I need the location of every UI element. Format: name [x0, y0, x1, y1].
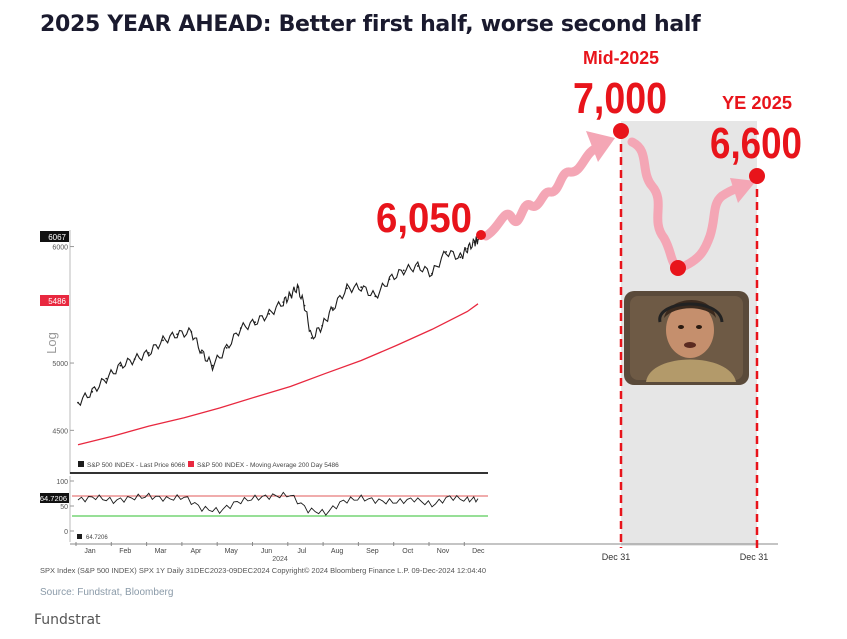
price-point: [388, 278, 391, 281]
price-point: [459, 256, 462, 259]
price-line: [77, 236, 479, 407]
rsi-legend-label: 64.7206: [86, 535, 108, 541]
path-drop-to-low: [627, 137, 683, 273]
callout-mid-2025-label: Mid-2025: [583, 48, 659, 68]
rsi-tag: 64.7206: [40, 494, 67, 503]
price-point: [289, 294, 292, 297]
x-tick-label-May: May: [225, 548, 239, 555]
x-tick-label-Sep: Sep: [366, 548, 379, 555]
ma200-line: [77, 303, 479, 446]
rsi-tick-label-100: 100: [56, 479, 68, 486]
price-point: [332, 307, 334, 309]
price-point: [211, 364, 214, 367]
price-point: [431, 272, 433, 275]
dec31-label-ye: Dec 31: [740, 552, 769, 562]
path-rise-to-ye-2025: [675, 183, 743, 273]
inset-photo: [624, 291, 749, 385]
price-point: [176, 333, 179, 336]
x-tick-label-Apr: Apr: [190, 548, 202, 555]
point-6050: [476, 230, 486, 240]
price-point: [473, 241, 476, 244]
x-tick-label-Mar: Mar: [155, 548, 168, 555]
price-point: [162, 339, 164, 342]
x-tick-label-Jan: Jan: [84, 548, 95, 555]
x-tick-label-Jun: Jun: [261, 548, 272, 555]
dec31-label-mid: Dec 31: [602, 552, 631, 562]
price-tag-box: [40, 231, 69, 242]
y-tick-label-6000: 6000: [52, 245, 68, 252]
price-point: [77, 401, 79, 404]
source-line: Source: Fundstrat, Bloomberg: [40, 587, 173, 598]
rsi-legend-swatch: [77, 534, 82, 539]
year-label: 2024: [272, 556, 288, 563]
price-point: [303, 304, 306, 307]
x-tick-label-Jul: Jul: [297, 548, 306, 555]
rsi-tick-label-0: 0: [64, 529, 68, 536]
x-tick-label-Oct: Oct: [402, 548, 413, 555]
page-title: 2025 YEAR AHEAD: Better first half, wors…: [40, 12, 701, 37]
x-tick-label-Feb: Feb: [119, 548, 131, 555]
path-arrow-to-mid-2025: [481, 143, 603, 241]
price-point: [360, 286, 363, 289]
log-axis-label: Log: [44, 332, 59, 354]
legend-label-ma: S&P 500 INDEX - Moving Average 200 Day 5…: [197, 462, 339, 469]
price-point: [119, 364, 122, 367]
x-tick-label-Dec: Dec: [472, 548, 485, 555]
price-tag: 6067: [48, 233, 66, 242]
price-point: [346, 287, 348, 290]
rsi-tick-label-50: 50: [60, 504, 68, 511]
price-point: [268, 313, 271, 315]
price-point: [296, 286, 299, 289]
price-point: [402, 269, 405, 272]
price-point: [254, 321, 256, 324]
callout-mid-2025-value: 7,000: [573, 74, 667, 123]
price-point: [374, 295, 377, 298]
price-point: [445, 251, 447, 253]
price-point: [282, 301, 285, 303]
y-tick-label-5000: 5000: [52, 361, 68, 368]
callout-6050: 6,050: [376, 194, 472, 241]
arrowhead-mid-2025: [586, 131, 615, 162]
price-point: [310, 337, 313, 339]
legend-swatch-price: [78, 461, 84, 467]
x-tick-label-Nov: Nov: [437, 548, 450, 555]
rsi-line: [77, 491, 479, 516]
price-point: [147, 352, 150, 354]
legend-swatch-ma: [188, 461, 194, 467]
callout-ye-2025-label: YE 2025: [722, 93, 792, 113]
point-ye-2025: [749, 168, 765, 184]
point-low: [670, 260, 686, 276]
ma-tag: 5486: [48, 297, 66, 306]
rsi-tag-box: [40, 493, 69, 503]
price-point: [225, 347, 228, 349]
price-point: [201, 352, 203, 354]
price-point: [91, 390, 94, 393]
arrowhead-ye-2025: [730, 178, 756, 203]
price-point: [105, 377, 108, 380]
price-point: [466, 247, 469, 250]
price-point: [416, 265, 419, 267]
legend-label-price: S&P 500 INDEX - Last Price 6066: [87, 462, 186, 469]
ma-tag-box: [40, 295, 69, 306]
price-point: [190, 331, 193, 333]
price-point: [321, 324, 324, 327]
price-point: [133, 358, 136, 361]
callout-ye-2025-value: 6,600: [710, 119, 802, 168]
y-tick-label-4500: 4500: [52, 428, 68, 435]
bloomberg-footnote: SPX Index (S&P 500 INDEX) SPX 1Y Daily 3…: [40, 567, 486, 575]
point-mid-2025: [613, 123, 629, 139]
photo-credit: Fundstrat: [34, 612, 101, 628]
x-tick-label-Aug: Aug: [331, 548, 344, 555]
price-point: [239, 327, 242, 330]
